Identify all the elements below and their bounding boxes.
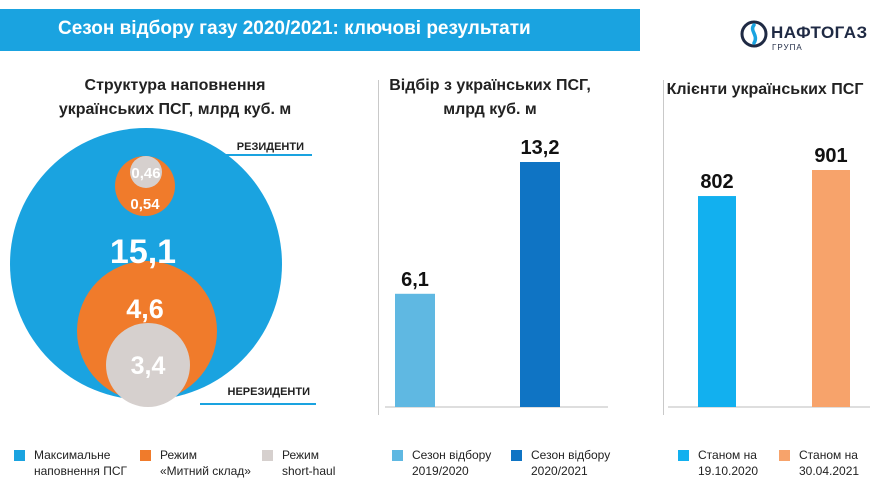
legend-30-04-2021-line2: 30.04.2021 [799, 464, 860, 478]
legend-swatch-max-capacity [14, 450, 25, 461]
structure-title-line1: Структура наповнення [84, 77, 266, 94]
legend-max-capacity-line1: Максимальне [34, 448, 111, 462]
bubble-chart: 15,1 0,54 0,46 4,6 3,4 РЕЗИДЕНТИ НЕРЕЗИД… [10, 128, 316, 407]
logo-name: НАФТОГАЗ [771, 23, 868, 42]
withdrawal-bar-1 [395, 293, 435, 407]
legend-customs-line2: «Митний склад» [160, 464, 251, 478]
withdrawal-chart: 6,1 13,2 [385, 137, 608, 408]
legend-2020-2021-line2: 2020/2021 [531, 464, 588, 478]
legend-shorthaul-line2: short-haul [282, 464, 336, 478]
clients-value-label-1: 802 [700, 171, 733, 193]
withdrawal-title-line1: Відбір з українських ПСГ, [389, 77, 591, 94]
naftogaz-flame-icon [740, 20, 768, 48]
separator-right [663, 80, 664, 415]
legend-swatch-customs [140, 450, 151, 461]
bubble-label-resident-customs: 0,54 [130, 196, 160, 213]
legend-shorthaul-line1: Режим [282, 448, 319, 462]
residents-label: РЕЗИДЕНТИ [237, 141, 304, 153]
legend-2019-2020-line2: 2019/2020 [412, 464, 469, 478]
withdrawal-title-line2: млрд куб. м [443, 101, 537, 118]
nonresidents-label: НЕРЕЗИДЕНТИ [228, 386, 311, 398]
legend-swatch-2019-2020 [392, 450, 403, 461]
legend-swatch-19-10-2020 [678, 450, 689, 461]
structure-title: Структура наповнення українських ПСГ, мл… [30, 74, 320, 122]
legend-max-capacity-line2: наповнення ПСГ [34, 464, 128, 478]
legend-19-10-2020-line2: 19.10.2020 [698, 464, 759, 478]
logo-subtitle: ГРУПА [772, 43, 803, 52]
withdrawal-value-label-2: 13,2 [521, 137, 560, 159]
title-banner: Сезон відбору газу 2020/2021: ключові ре… [0, 9, 640, 51]
legend-swatch-shorthaul [262, 450, 273, 461]
clients-title: Клієнти українських ПСГ [650, 78, 880, 102]
page-title: Сезон відбору газу 2020/2021: ключові ре… [58, 18, 531, 39]
legend-2020-2021-line1: Сезон відбору [531, 448, 611, 462]
legend-19-10-2020-line1: Станом на [698, 448, 757, 462]
bubble-label-nonresident-shorthaul: 3,4 [131, 352, 166, 380]
legend-2019-2020-line1: Сезон відбору [412, 448, 492, 462]
bubble-label-resident-shorthaul: 0,46 [131, 165, 160, 182]
withdrawal-bar-2 [520, 162, 560, 407]
legend-customs-line1: Режим [160, 448, 197, 462]
clients-value-label-2: 901 [814, 145, 847, 167]
naftogaz-logo: НАФТОГАЗ ГРУПА [740, 20, 880, 60]
legend-swatch-2020-2021 [511, 450, 522, 461]
withdrawal-title: Відбір з українських ПСГ, млрд куб. м [360, 74, 620, 122]
legend-swatch-30-04-2021 [779, 450, 790, 461]
clients-bar-1 [698, 196, 736, 407]
clients-title-line1: Клієнти українських ПСГ [666, 81, 864, 98]
legend-30-04-2021-line1: Станом на [799, 448, 858, 462]
bubble-resident-shorthaul [130, 156, 162, 188]
clients-bar-2 [812, 170, 850, 407]
structure-title-line2: українських ПСГ, млрд куб. м [58, 101, 292, 118]
bubble-nonresident-shorthaul [106, 323, 190, 407]
separator-left [378, 80, 379, 415]
clients-chart: 802 901 [668, 145, 870, 408]
bubble-label-nonresident-customs: 4,6 [126, 294, 164, 324]
withdrawal-value-label-1: 6,1 [401, 269, 429, 291]
bubble-label-max: 15,1 [110, 233, 176, 271]
